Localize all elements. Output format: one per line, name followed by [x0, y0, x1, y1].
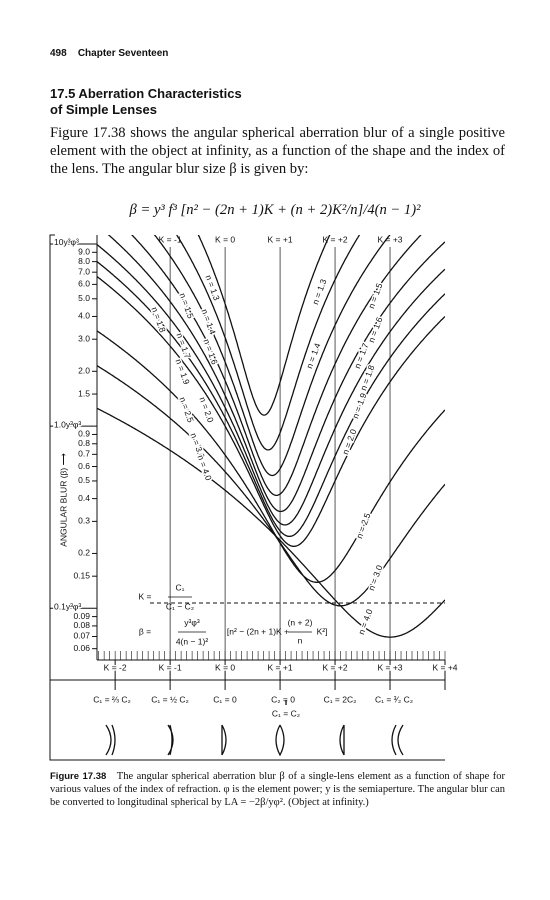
n-label: n = 1.9: [350, 391, 368, 419]
curves: [97, 235, 445, 638]
curve: [153, 235, 391, 477]
shape-label: C₁ = 2C₂: [324, 694, 357, 704]
header: 498 Chapter Seventeen: [50, 48, 168, 59]
shape-label: C₁ = ½ C₂: [151, 694, 189, 704]
n-label: n = 2.5: [354, 511, 372, 539]
curve: [97, 275, 445, 547]
chapter: Chapter Seventeen: [77, 48, 169, 59]
top-x-tick-label: K = +2: [323, 234, 348, 244]
caption-text: The angular spherical aberration blur β …: [50, 771, 506, 808]
caption-label: Figure 17.38: [50, 771, 107, 782]
y-tick-label: 0.4: [78, 493, 90, 503]
inset-text: K²]: [317, 626, 328, 636]
title-line: of Simple Lenses: [50, 102, 157, 117]
x-tick-label: K = +4: [432, 662, 457, 672]
y-tick-label: 0.1y³φ³: [54, 602, 81, 612]
y-tick-label: 8.0: [78, 256, 90, 266]
y-tick-label: 0.7: [78, 449, 90, 459]
y-tick-label: 5.0: [78, 293, 90, 303]
y-tick-label: 0.6: [78, 461, 90, 471]
y-tick-label: 4.0: [78, 311, 90, 321]
top-x-tick-label: K = +3: [377, 234, 402, 244]
frame: [49, 234, 445, 761]
page-number: 498: [50, 48, 67, 59]
y-tick-label: 0.3: [78, 516, 90, 526]
shape-label: C₁ = 0: [213, 694, 237, 704]
inset-text: n: [298, 635, 303, 645]
top-x-tick-label: K = 0: [215, 234, 235, 244]
inset-text: [n² − (2n + 1)K +: [227, 626, 289, 636]
inset-text: K =: [139, 591, 152, 601]
formula: β = y³ f³ [n² − (2n + 1)K + (n + 2)K²/n]…: [129, 202, 421, 218]
inset-text: 4(n − 1)²: [176, 636, 209, 646]
y-tick-label: 0.06: [73, 643, 90, 653]
y-tick-label: 6.0: [78, 279, 90, 289]
y-tick-label: 1.0y³φ³: [54, 419, 81, 429]
x-tick-label: K = -1: [159, 662, 182, 672]
curve: [176, 235, 361, 451]
shape-label: C₂ = 0: [271, 694, 295, 704]
y-tick-label: 0.09: [73, 611, 90, 621]
x-tick-label: K = 0: [215, 662, 235, 672]
curve: [131, 235, 422, 497]
y-tick-label: 0.8: [78, 438, 90, 448]
top-x-tick-label: K = +1: [268, 234, 293, 244]
inset-text: C₁: [175, 582, 184, 592]
section-title: 17.5 Aberration Characteristics of Simple…: [50, 86, 242, 118]
y-tick-label: 0.07: [73, 631, 90, 641]
curve: [97, 407, 445, 638]
shape-label: C₁ = ³⁄₂ C₂: [375, 694, 413, 704]
inset-text: (n + 2): [288, 617, 313, 627]
n-label: n = 3.0: [366, 563, 384, 591]
inset-text: y³φ³: [184, 617, 200, 627]
x-tick-label: K = -2: [104, 662, 127, 672]
y-tick-label: 1.5: [78, 388, 90, 398]
y-tick-label: 2.0: [78, 366, 90, 376]
curve: [97, 330, 445, 583]
x-tick-label: K = +3: [377, 662, 402, 672]
curve: [97, 261, 445, 538]
curve: [197, 235, 331, 416]
y-tick-label: 0.15: [73, 570, 90, 580]
n-label: n = 1.8: [150, 306, 168, 334]
n-label: n = 2.0: [340, 427, 358, 455]
y-tick-label: 9.0: [78, 247, 90, 257]
body-text: Figure 17.38 shows the angular spherical…: [50, 125, 505, 177]
caption: Figure 17.38 The angular spherical aberr…: [50, 770, 505, 809]
title-line: 17.5 Aberration Characteristics: [50, 86, 242, 101]
y-tick-label: 0.5: [78, 475, 90, 485]
n-label: n = 1.5: [366, 281, 384, 309]
y-tick-label: 10y³φ³: [54, 237, 79, 247]
lens-icons: [105, 700, 404, 757]
y-tick-label: 7.0: [78, 266, 90, 276]
n-label: n = 1.4: [304, 341, 322, 369]
inset-text: C₁ − C₂: [166, 601, 194, 611]
x-tick-label: K = +1: [268, 662, 293, 672]
n-label: n = 2.0: [198, 396, 216, 424]
x-tick-label: K = +2: [323, 662, 348, 672]
curve: [97, 365, 445, 607]
y-tick-label: 0.9: [78, 429, 90, 439]
shape-label: C₁ = ⅔ C₂: [93, 694, 131, 704]
inset-text: β =: [139, 626, 151, 636]
curve: [107, 235, 445, 513]
n-label: n = 4.0: [196, 454, 214, 482]
top-x-tick-label: K = -1: [159, 234, 182, 244]
n-label: n = 1.6: [366, 315, 384, 343]
n-label: n = 1.9: [174, 358, 192, 386]
y-tick-label: 3.0: [78, 333, 90, 343]
y-tick-label: 0.2: [78, 548, 90, 558]
n-label: n = 2.5: [178, 396, 196, 424]
curve: [97, 243, 445, 526]
y-axis-label: ANGULAR BLUR (β) ⟶: [58, 452, 68, 546]
y-tick-label: 0.08: [73, 620, 90, 630]
shape-label: C₁ = C₂: [272, 708, 300, 718]
